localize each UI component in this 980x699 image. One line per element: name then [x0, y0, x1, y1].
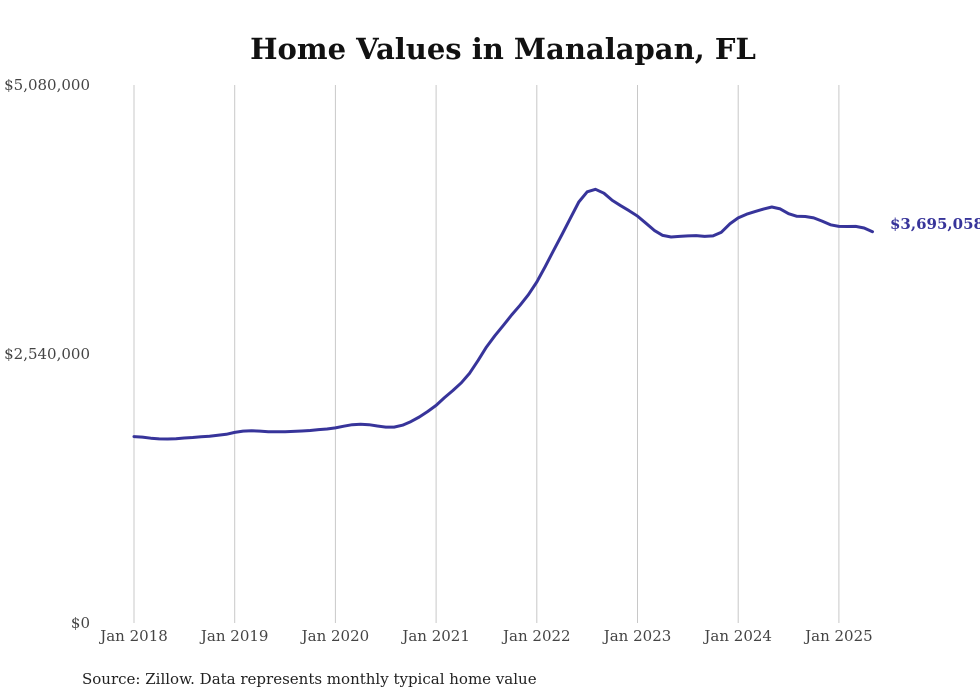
x-tick-label: Jan 2022 — [501, 627, 571, 645]
end-value-label: $3,695,058 — [890, 215, 980, 233]
y-tick-label: $2,540,000 — [4, 345, 90, 363]
x-axis-ticks: Jan 2018 Jan 2019 Jan 2020 Jan 2021 Jan 2022… — [98, 627, 872, 645]
series-line — [132, 187, 874, 441]
x-tick-label: Jan 2023 — [602, 627, 672, 645]
x-tick-label: Jan 2020 — [300, 627, 370, 645]
chart-title: Home Values in Manalapan, FL — [250, 32, 756, 66]
series-area — [132, 187, 874, 441]
x-tick-label: Jan 2018 — [98, 627, 168, 645]
x-tick-label: Jan 2025 — [803, 627, 873, 645]
y-axis-ticks: $0 $2,540,000 $5,080,000 — [4, 76, 90, 632]
gridlines — [133, 85, 840, 623]
x-tick-label: Jan 2021 — [400, 627, 470, 645]
x-tick-label: Jan 2019 — [199, 627, 269, 645]
y-tick-label: $5,080,000 — [4, 76, 90, 94]
x-tick-label: Jan 2024 — [702, 627, 772, 645]
source-note: Source: Zillow. Data represents monthly … — [82, 670, 537, 688]
y-tick-label: $0 — [71, 614, 90, 632]
